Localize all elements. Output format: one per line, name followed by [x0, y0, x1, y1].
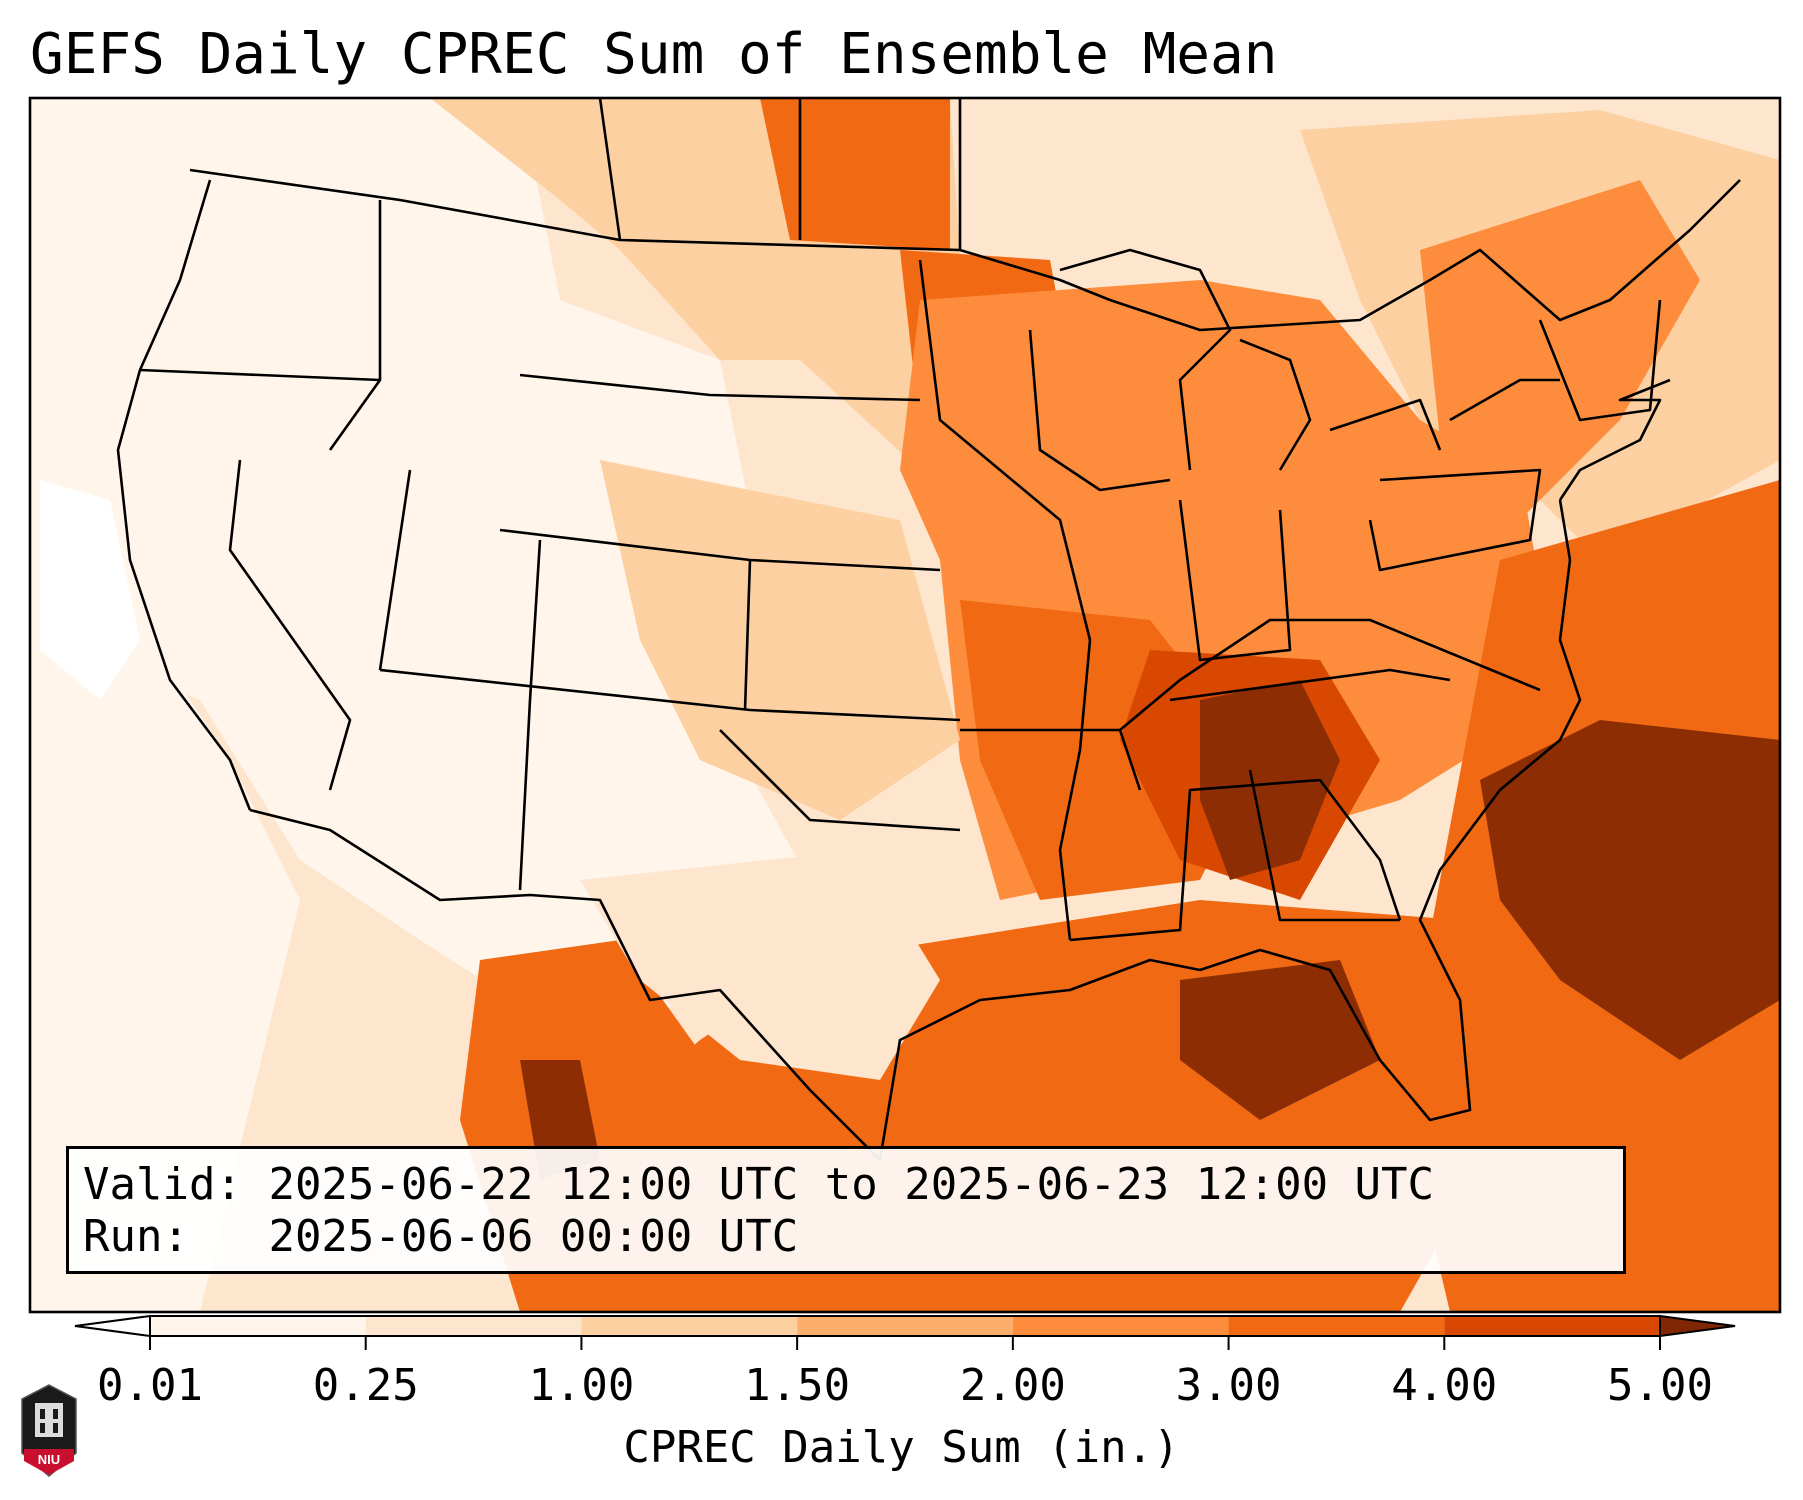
border-ga — [1248, 769, 1400, 922]
colorbar-tick-label: 0.01 — [97, 1360, 203, 1411]
precip-region-pacific-white — [40, 480, 140, 700]
border-east-2 — [1119, 618, 1541, 731]
run-label: Run: — [83, 1211, 189, 1262]
us-pacific-coast — [116, 179, 252, 811]
colorbar-segment — [1228, 1316, 1445, 1336]
border-canada-internal — [598, 98, 962, 250]
border-oh-pa — [1368, 468, 1542, 572]
border-new-england — [1538, 299, 1662, 422]
run-value: 2025-06-06 00:00 UTC — [268, 1211, 799, 1262]
gulf-coast — [878, 499, 1582, 1161]
colorbar-tick-label: 1.50 — [744, 1360, 851, 1411]
us-canada-border — [189, 168, 1741, 332]
colorbar-segment — [365, 1316, 582, 1336]
border-nv-ut — [378, 469, 412, 671]
border-id-mt — [328, 200, 382, 451]
colorbar-under-arrow — [74, 1314, 151, 1338]
logo-tower — [35, 1403, 63, 1437]
colorbar-segment — [1444, 1316, 1660, 1336]
us-mexico-border — [249, 808, 881, 1161]
border-wi-mi — [1028, 329, 1171, 492]
border-ok-tx — [719, 729, 961, 832]
precip-region-northeast — [1420, 180, 1700, 520]
colorbar-tick-label: 4.00 — [1391, 1360, 1498, 1411]
border-ms-river — [918, 259, 1092, 941]
colorbar-tick-label: 0.25 — [312, 1360, 419, 1411]
precip-region-se-max — [1200, 680, 1340, 880]
precip-region-plains — [600, 460, 960, 820]
logo-banner — [24, 1449, 74, 1475]
border-row-4 — [518, 699, 532, 891]
border-row-3 — [379, 668, 961, 722]
border-east-1 — [1069, 778, 1402, 942]
border-co-ks — [743, 559, 752, 711]
border-row-2 — [499, 528, 941, 572]
border-ut-co — [528, 539, 542, 701]
precip-region-nd — [760, 98, 950, 250]
great-lakes — [1059, 248, 1560, 471]
east-coast — [1558, 378, 1671, 501]
colorbar-label: CPREC Daily Sum (in.) — [623, 1422, 1180, 1473]
colorbar-tick-label: 5.00 — [1607, 1360, 1713, 1411]
niu-logo: NIU — [21, 1384, 77, 1477]
colorbar-over-arrow — [1659, 1314, 1736, 1338]
colorbar-segment — [797, 1316, 1013, 1336]
precip-region-gulf-max — [1180, 960, 1380, 1120]
info-box: Valid: 2025-06-22 12:00 UTC to 2025-06-2… — [66, 1146, 1626, 1274]
chart-title: GEFS Daily CPREC Sum of Ensemble Mean — [30, 22, 1278, 87]
colorbar-segment — [1012, 1316, 1229, 1336]
border-wa-or — [139, 368, 381, 382]
colorbar-tick-label: 1.00 — [528, 1360, 635, 1411]
border-row-1 — [519, 373, 921, 402]
precip-region-west — [30, 98, 820, 1030]
colorbar-tick-label: 2.00 — [959, 1360, 1066, 1411]
valid-value: 2025-06-22 12:00 UTC to 2025-06-23 12:00… — [268, 1159, 1435, 1210]
colorbar-segment — [581, 1316, 798, 1336]
precip-region-texas — [580, 850, 940, 1080]
precip-region-atlantic-max — [1480, 720, 1780, 1060]
colorbar-frame — [149, 1315, 1661, 1337]
colorbar-segment — [150, 1316, 366, 1336]
political-borders — [116, 98, 1741, 1161]
colorbar-tick-label: 3.00 — [1175, 1360, 1282, 1411]
valid-label: Valid: — [83, 1159, 242, 1210]
border-in-oh — [1178, 499, 1292, 662]
border-tn — [1169, 668, 1451, 702]
border-ca-nv — [228, 459, 352, 791]
svg-text:NIU: NIU — [38, 1452, 60, 1467]
map-frame — [28, 96, 1782, 1314]
